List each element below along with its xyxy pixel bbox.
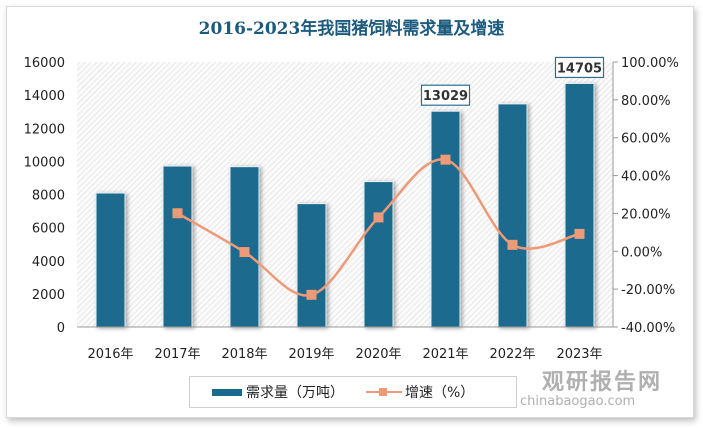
x-tick-label: 2018年 <box>221 347 267 362</box>
bar <box>229 166 260 328</box>
y-right-tick-label: -40.00% <box>621 321 675 336</box>
y-left-tick-label: 6000 <box>32 222 65 237</box>
legend-bar-swatch <box>212 388 242 396</box>
bar <box>430 110 461 328</box>
data-label: 14705 <box>557 61 602 76</box>
y-right-tick-label: -20.00% <box>621 283 675 298</box>
y-left-tick-label: 10000 <box>24 155 65 170</box>
watermark-url: chinabaogao.com <box>520 394 636 409</box>
plot-area <box>77 62 613 327</box>
x-tick-label: 2020年 <box>355 347 401 362</box>
bar <box>363 181 394 328</box>
legend: 需求量（万吨） 增速（%） <box>189 376 517 408</box>
y-left-tick-label: 8000 <box>32 189 65 204</box>
growth-marker <box>574 228 585 239</box>
y-left-tick-label: 2000 <box>32 288 65 303</box>
y-left-tick-label: 0 <box>57 321 65 336</box>
y-right-tick-label: 40.00% <box>621 170 671 185</box>
data-label-box <box>420 84 471 106</box>
legend-label-growth: 增速（%） <box>405 385 475 401</box>
bar <box>497 103 528 328</box>
x-tick-label: 2016年 <box>87 347 133 362</box>
data-label-box <box>554 56 605 79</box>
y-left-tick-label: 12000 <box>24 122 65 137</box>
x-tick-label: 2021年 <box>422 347 468 362</box>
x-tick-label: 2019年 <box>288 347 334 362</box>
legend-label-demand: 需求量（万吨） <box>246 385 344 401</box>
watermark-name: 观研报告网 <box>542 370 663 395</box>
legend-item-demand: 需求量（万吨） <box>212 382 344 402</box>
y-right-tick-label: 80.00% <box>621 94 671 109</box>
y-right-tick-label: 60.00% <box>621 132 671 147</box>
growth-marker <box>306 289 317 300</box>
y-left-tick-label: 4000 <box>32 255 65 270</box>
y-right-tick-label: 0.00% <box>621 245 662 260</box>
x-tick-label: 2022年 <box>489 347 535 362</box>
y-left-tick-label: 16000 <box>24 56 65 71</box>
legend-item-growth: 增速（%） <box>366 382 474 402</box>
bar <box>296 203 327 328</box>
bar <box>564 82 595 328</box>
growth-marker <box>373 212 384 223</box>
chart-title: 2016-2023年我国猪饲料需求量及增速 <box>198 19 505 39</box>
y-right-tick-label: 20.00% <box>621 207 671 222</box>
x-tick-label: 2017年 <box>154 347 200 362</box>
y-right-tick-label: 100.00% <box>621 56 679 71</box>
bar <box>162 165 193 328</box>
bar <box>95 192 126 328</box>
growth-marker <box>440 154 451 165</box>
growth-marker <box>239 247 250 258</box>
data-label: 13029 <box>423 89 468 104</box>
legend-line-swatch <box>366 385 402 399</box>
growth-marker <box>172 208 183 219</box>
growth-marker <box>507 239 518 250</box>
watermark: 观研报告网 chinabaogao.com <box>520 364 662 409</box>
y-left-tick-label: 14000 <box>24 89 65 104</box>
x-tick-label: 2023年 <box>556 347 602 362</box>
